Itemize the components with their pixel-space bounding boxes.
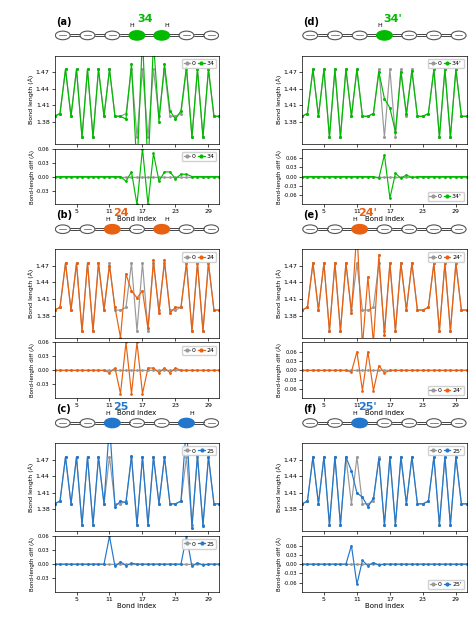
Y-axis label: Bond-length diff (Å): Bond-length diff (Å) (276, 537, 282, 591)
X-axis label: Bond index: Bond index (118, 216, 156, 222)
Ellipse shape (129, 31, 145, 40)
Text: H: H (130, 23, 135, 28)
Text: 25': 25' (359, 402, 377, 412)
Y-axis label: Bond length (Å): Bond length (Å) (29, 75, 35, 124)
Ellipse shape (377, 31, 392, 40)
Legend: 0, 24: 0, 24 (182, 253, 216, 261)
Text: 34: 34 (137, 14, 153, 24)
Text: H: H (352, 217, 357, 222)
Text: (a): (a) (56, 17, 72, 27)
Y-axis label: Bond length (Å): Bond length (Å) (29, 463, 35, 512)
X-axis label: Bond index: Bond index (118, 410, 156, 415)
Legend: 0, 24: 0, 24 (182, 345, 216, 355)
Ellipse shape (352, 225, 367, 234)
Ellipse shape (105, 225, 119, 234)
Text: H: H (189, 411, 194, 416)
Ellipse shape (105, 419, 119, 427)
Legend: 0, 34': 0, 34' (428, 59, 464, 68)
X-axis label: Bond index: Bond index (365, 603, 404, 609)
Text: H: H (105, 411, 109, 416)
Y-axis label: Bond-length diff (Å): Bond-length diff (Å) (29, 150, 35, 203)
Y-axis label: Bond length (Å): Bond length (Å) (276, 463, 282, 512)
Text: H: H (377, 23, 382, 28)
Legend: 0, 34: 0, 34 (182, 152, 216, 161)
X-axis label: Bond index: Bond index (365, 410, 404, 415)
Y-axis label: Bond-length diff (Å): Bond-length diff (Å) (29, 537, 35, 591)
Text: H: H (164, 217, 169, 222)
Y-axis label: Bond length (Å): Bond length (Å) (276, 269, 282, 318)
Y-axis label: Bond-length diff (Å): Bond-length diff (Å) (276, 344, 282, 397)
Text: H: H (105, 217, 109, 222)
Legend: 0, 25: 0, 25 (182, 540, 216, 549)
Legend: 0, 24': 0, 24' (428, 253, 464, 261)
X-axis label: Bond index: Bond index (365, 216, 404, 222)
Text: H: H (164, 23, 169, 28)
Y-axis label: Bond length (Å): Bond length (Å) (276, 75, 282, 124)
Legend: 0, 25: 0, 25 (182, 446, 216, 455)
X-axis label: Bond index: Bond index (118, 603, 156, 609)
Y-axis label: Bond-length diff (Å): Bond-length diff (Å) (276, 150, 282, 203)
Ellipse shape (179, 419, 194, 427)
Ellipse shape (155, 225, 169, 234)
Legend: 0, 25': 0, 25' (428, 580, 464, 589)
Text: (d): (d) (303, 17, 319, 27)
Text: 34': 34' (383, 14, 402, 24)
Text: H: H (352, 411, 357, 416)
Text: 24: 24 (113, 208, 128, 218)
Text: (e): (e) (303, 210, 319, 220)
Text: (c): (c) (56, 404, 71, 414)
Legend: 0, 34': 0, 34' (428, 192, 464, 201)
Y-axis label: Bond length (Å): Bond length (Å) (29, 269, 35, 318)
Text: 24': 24' (358, 208, 377, 218)
Ellipse shape (352, 419, 367, 427)
Legend: 0, 34: 0, 34 (182, 59, 216, 68)
Legend: 0, 25': 0, 25' (428, 446, 464, 455)
Text: (b): (b) (56, 210, 72, 220)
Ellipse shape (155, 31, 169, 40)
Legend: 0, 24': 0, 24' (428, 386, 464, 395)
Text: 25: 25 (113, 402, 128, 412)
Y-axis label: Bond-length diff (Å): Bond-length diff (Å) (29, 344, 35, 397)
Text: (f): (f) (303, 404, 317, 414)
